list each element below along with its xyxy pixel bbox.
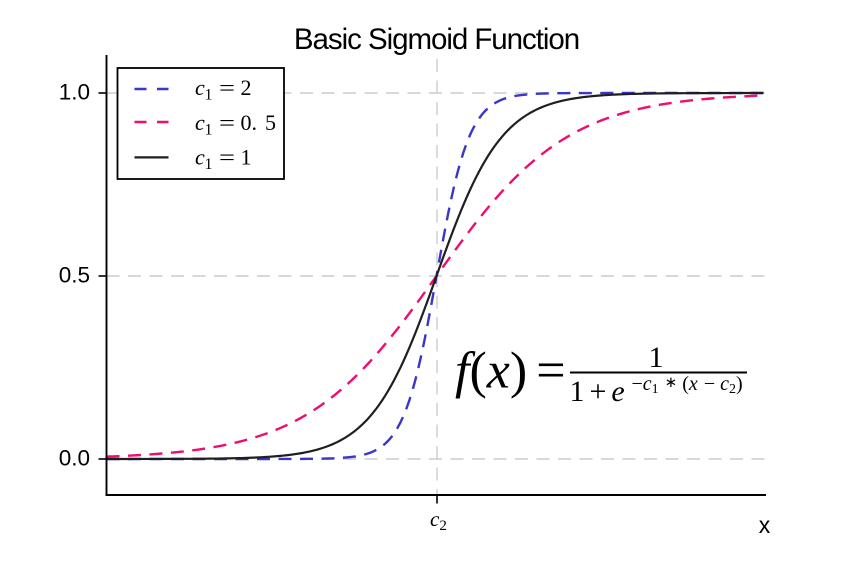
svg-text:c: c bbox=[195, 75, 205, 100]
svg-text:c: c bbox=[195, 110, 205, 135]
svg-text:=: = bbox=[219, 145, 235, 170]
svg-text:Basic Sigmoid Function: Basic Sigmoid Function bbox=[294, 23, 579, 56]
svg-text:1: 1 bbox=[205, 122, 213, 139]
svg-text:2: 2 bbox=[241, 75, 252, 100]
svg-text:1+e: 1 + e bbox=[570, 375, 625, 408]
svg-text:=: = bbox=[219, 110, 235, 135]
svg-text:f(x)=: f(x) = bbox=[455, 343, 566, 400]
svg-text:1: 1 bbox=[241, 145, 252, 170]
svg-text:c: c bbox=[195, 145, 205, 170]
svg-text:1: 1 bbox=[205, 156, 213, 173]
svg-text:−c1∗(x−c2): −c1 ∗ (x − c2) bbox=[632, 373, 743, 397]
svg-text:0.0: 0.0 bbox=[59, 446, 90, 471]
svg-text:0.5: 0.5 bbox=[59, 263, 90, 288]
svg-text:1.0: 1.0 bbox=[59, 80, 90, 105]
svg-text:x: x bbox=[759, 512, 771, 538]
svg-text:1: 1 bbox=[205, 87, 213, 104]
svg-text:1: 1 bbox=[649, 341, 664, 374]
svg-text:=: = bbox=[219, 75, 235, 100]
